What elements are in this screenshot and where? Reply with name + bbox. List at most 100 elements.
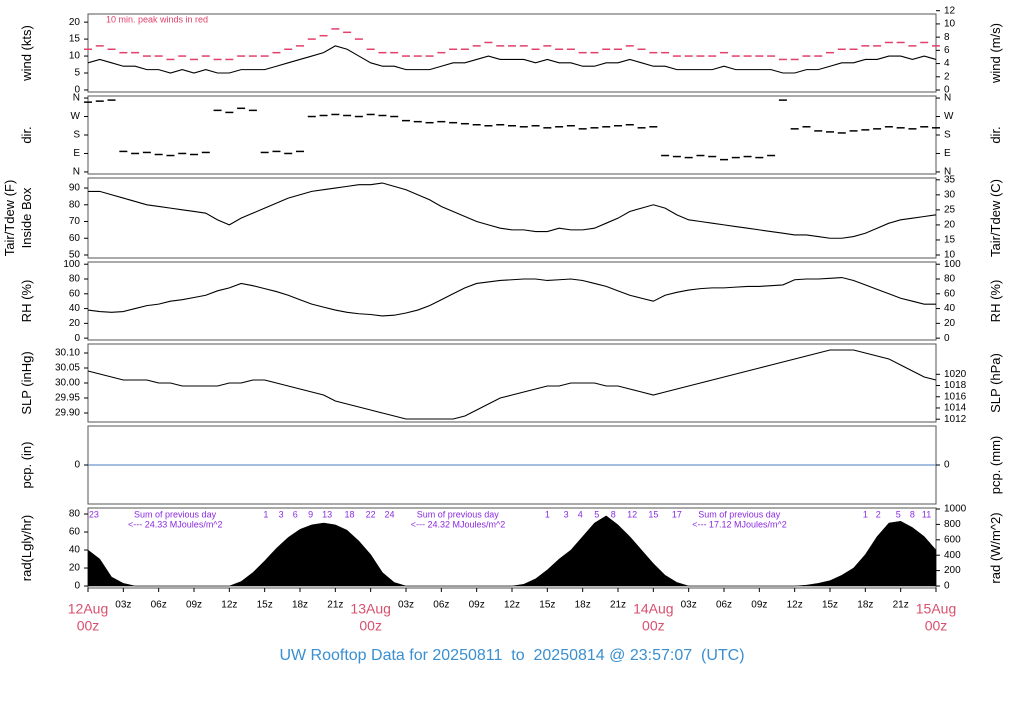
y2-tick-label: 12 xyxy=(944,5,956,16)
y2-axis-label: RH (%) xyxy=(988,280,1003,323)
hour-mark: 6 xyxy=(293,509,298,519)
hour-mark: 17 xyxy=(672,509,682,519)
y2-axis-label: Tair/Tdew (C) xyxy=(988,179,1003,257)
hour-mark: 13 xyxy=(322,509,332,519)
hour-mark: 5 xyxy=(594,509,599,519)
y-tick-label: 20 xyxy=(69,563,81,574)
x-tick-label: 21z xyxy=(893,600,909,611)
x-tick-label: 12z xyxy=(221,600,237,611)
day-sum-value: <--- 17.12 MJoules/m^2 xyxy=(692,519,787,529)
y2-tick-label: 1016 xyxy=(944,391,967,402)
y2-axis-label: wind (m/s) xyxy=(988,23,1003,84)
y-tick-label: 40 xyxy=(69,545,81,556)
y-tick-label: 80 xyxy=(69,274,81,285)
y-tick-label: 70 xyxy=(69,216,81,227)
x-tick-label: 00z xyxy=(77,618,100,634)
series-line xyxy=(87,276,936,317)
series-line xyxy=(88,182,937,239)
y2-tick-label: 4 xyxy=(944,58,950,69)
y2-tick-label: N xyxy=(944,167,951,178)
y-axis-label: wind (kts) xyxy=(19,25,34,82)
y2-tick-label: 1000 xyxy=(944,504,967,515)
hour-mark: 15 xyxy=(648,509,658,519)
y2-tick-label: 40 xyxy=(944,303,956,314)
y-tick-label: 60 xyxy=(69,233,81,244)
hour-mark: 8 xyxy=(611,509,616,519)
y2-tick-label: 15 xyxy=(944,235,956,246)
y-tick-label: 40 xyxy=(69,303,81,314)
y-tick-label: 5 xyxy=(74,68,80,79)
y-tick-label: 30.05 xyxy=(55,363,80,374)
y-axis-label: dir. xyxy=(19,126,34,143)
day-sum-title: Sum of previous day xyxy=(134,509,217,519)
day-sum-value: <--- 24.33 MJoules/m^2 xyxy=(128,519,223,529)
y-tick-label: 10 xyxy=(69,51,81,62)
y2-tick-label: 80 xyxy=(944,274,956,285)
day-sum-title: Sum of previous day xyxy=(417,509,500,519)
y-axis-label: pcp. (in) xyxy=(19,442,34,489)
y2-tick-label: 800 xyxy=(944,519,961,530)
x-tick-label: 15z xyxy=(822,600,838,611)
hour-mark: 5 xyxy=(896,509,901,519)
y-tick-label: 29.90 xyxy=(55,408,80,419)
y-tick-label: N xyxy=(73,167,80,178)
y-tick-label: 60 xyxy=(69,527,81,538)
series-line xyxy=(87,45,937,74)
x-tick-label: 12z xyxy=(787,600,803,611)
series-line xyxy=(87,349,937,420)
x-tick-label: 15z xyxy=(257,600,273,611)
x-tick-label: 03z xyxy=(681,600,697,611)
x-tick-label: 09z xyxy=(751,600,767,611)
hour-mark: 12 xyxy=(627,509,637,519)
x-tick-label: 15z xyxy=(539,600,555,611)
y2-tick-label: 200 xyxy=(944,565,961,576)
y2-tick-label: 1020 xyxy=(944,369,967,380)
y2-tick-label: 10 xyxy=(944,250,956,261)
y-tick-label: N xyxy=(73,93,80,104)
x-date-label: 15Aug xyxy=(916,601,956,617)
x-tick-label: 00z xyxy=(925,618,948,634)
x-tick-label: 09z xyxy=(186,600,202,611)
day-sum-title: Sum of previous day xyxy=(698,509,781,519)
y-tick-label: E xyxy=(73,148,80,159)
x-tick-label: 06z xyxy=(433,600,449,611)
y2-tick-label: 0 xyxy=(944,460,950,471)
y-tick-label: 100 xyxy=(63,259,80,270)
y-axis-label: Tair/Tdew (F) xyxy=(2,180,17,257)
y-axis-label: SLP (inHg) xyxy=(19,351,34,414)
y-tick-label: 15 xyxy=(69,34,81,45)
y2-tick-label: 100 xyxy=(944,259,961,270)
y2-tick-label: 600 xyxy=(944,534,961,545)
y2-tick-label: 1014 xyxy=(944,403,967,414)
hour-mark: 11 xyxy=(922,509,931,519)
hour-mark: 18 xyxy=(344,509,354,519)
y-tick-label: 80 xyxy=(69,199,81,210)
y-tick-label: 20 xyxy=(69,17,81,28)
panel-frame xyxy=(87,95,937,175)
y2-tick-label: 20 xyxy=(944,220,956,231)
y-axis-note: Inside Box xyxy=(19,187,34,248)
y2-tick-label: S xyxy=(944,130,951,141)
y-tick-label: S xyxy=(73,130,80,141)
hour-mark: 24 xyxy=(385,509,395,519)
hour-mark: 1 xyxy=(545,509,550,519)
hour-mark: 4 xyxy=(578,509,583,519)
x-date-label: 12Aug xyxy=(68,601,108,617)
y2-tick-label: 2 xyxy=(944,71,950,82)
hour-mark: 3 xyxy=(564,509,569,519)
x-tick-label: 06z xyxy=(151,600,167,611)
hour-mark: 3 xyxy=(279,509,284,519)
hour-mark: 1 xyxy=(863,509,868,519)
hour-mark: 23 xyxy=(89,509,99,519)
y2-tick-label: 0 xyxy=(944,85,950,96)
y2-tick-label: 10 xyxy=(944,19,956,30)
y-tick-label: 90 xyxy=(69,183,81,194)
panel-frame xyxy=(87,261,937,341)
x-tick-label: 00z xyxy=(359,618,382,634)
y-tick-label: 0 xyxy=(74,85,80,96)
y2-tick-label: 60 xyxy=(944,288,956,299)
y-tick-label: 20 xyxy=(69,318,81,329)
y-tick-label: 0 xyxy=(74,581,80,592)
